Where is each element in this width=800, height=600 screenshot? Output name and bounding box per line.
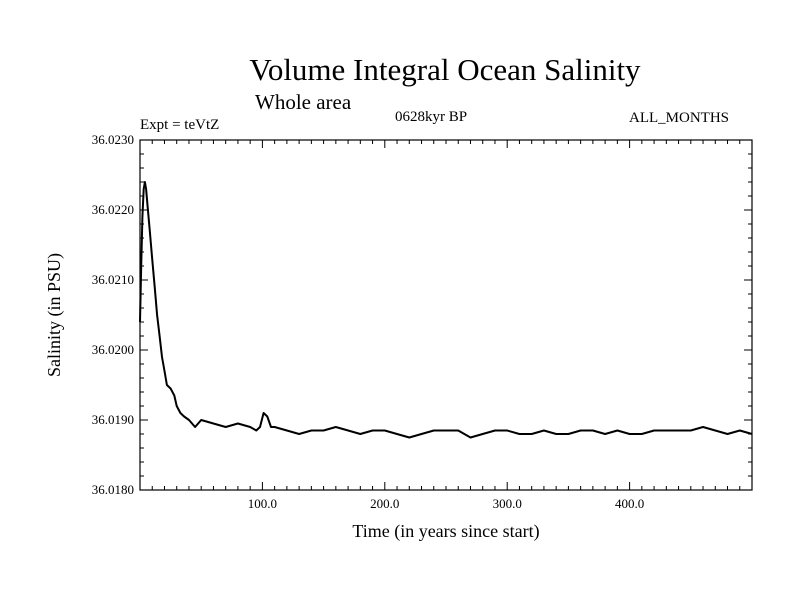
y-tick-label: 36.0210 [92, 272, 134, 287]
x-tick-label: 100.0 [248, 496, 277, 511]
y-tick-label: 36.0220 [92, 202, 134, 217]
x-tick-label: 200.0 [370, 496, 399, 511]
y-axis-label: Salinity (in PSU) [44, 253, 65, 377]
chart-subtitle: Whole area [255, 90, 352, 114]
months-label: ALL_MONTHS [629, 110, 729, 126]
y-tick-label: 36.0180 [92, 482, 134, 497]
y-axis: 36.0180 36.0190 36.0200 36.0210 36.0220 36.02… [92, 132, 752, 497]
experiment-label: Expt = teVtZ [140, 117, 220, 133]
chart-title: Volume Integral Ocean Salinity [249, 52, 641, 87]
x-tick-label: 400.0 [615, 496, 644, 511]
y-tick-label: 36.0200 [92, 342, 134, 357]
y-tick-label: 36.0230 [92, 132, 134, 147]
period-label: 0628kyr BP [395, 109, 468, 125]
x-axis-label: Time (in years since start) [352, 521, 539, 542]
plot-frame [139, 139, 753, 491]
x-axis: 100.0 200.0 300.0 400.0 [151, 140, 741, 511]
x-tick-label: 300.0 [493, 496, 522, 511]
y-tick-label: 36.0190 [92, 412, 134, 427]
salinity-series-line [139, 181, 753, 439]
